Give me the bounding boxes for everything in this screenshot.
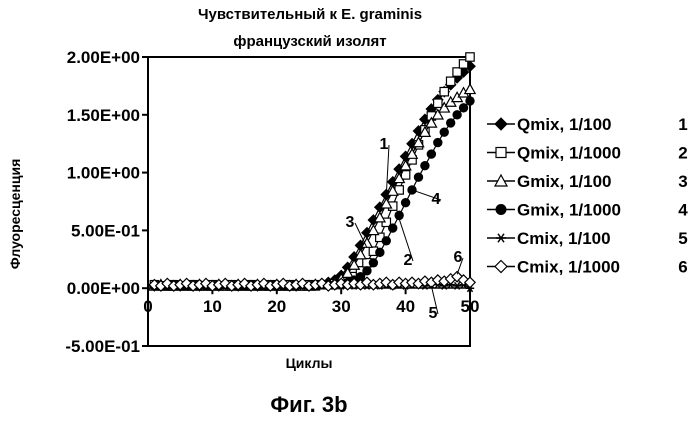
legend-number: 2 (678, 144, 687, 163)
legend-marker (496, 204, 507, 215)
data-point (382, 236, 391, 245)
y-tick-label: -5.00E-01 (65, 337, 140, 356)
curve-label-4: 4 (432, 191, 441, 208)
chart-title-line2: французский изолят (233, 33, 386, 50)
data-point (434, 99, 442, 107)
legend-item: Gmix, 1/100 3 (487, 172, 688, 191)
legend-number: 4 (678, 201, 688, 220)
figure-caption: Фиг. 3b (270, 392, 347, 417)
data-point (388, 223, 397, 232)
data-point (440, 87, 448, 95)
legend-label: Qmix, 1/100 (517, 115, 612, 134)
curve-label-5: 5 (429, 305, 438, 322)
data-point (369, 258, 378, 267)
legend-label: Cmix, 1/1000 (517, 258, 620, 277)
data-point (440, 127, 449, 136)
curve-label-3: 3 (346, 214, 355, 231)
x-axis-label: Циклы (286, 355, 333, 371)
data-point (420, 161, 429, 170)
y-tick-label: 1.50E+00 (67, 106, 140, 125)
legend-label: Qmix, 1/1000 (517, 144, 621, 163)
x-tick-label: 10 (203, 297, 222, 316)
data-point (375, 248, 384, 257)
data-point (465, 84, 475, 93)
data-point (401, 198, 410, 207)
data-point (433, 138, 442, 147)
legend-item: Cmix, 1/1000 6 (487, 258, 688, 277)
data-point (394, 211, 403, 220)
plot-frame (148, 57, 470, 346)
y-tick-label: 2.00E+00 (67, 48, 140, 67)
x-tick-label: 50 (461, 297, 480, 316)
curve-label-2: 2 (404, 252, 413, 269)
y-axis: 2.00E+00 1.50E+00 1.00E+00 5.00E-01 0.00E+00… (65, 48, 148, 356)
data-point (427, 149, 436, 158)
curve-label-1: 1 (380, 136, 389, 153)
legend-number: 5 (678, 229, 687, 248)
data-point (414, 173, 423, 182)
legend-marker (495, 118, 507, 130)
legend-marker (496, 148, 506, 158)
curve-label-6: 6 (454, 249, 463, 266)
data-point (407, 185, 416, 194)
y-tick-label: 0.00E+00 (67, 279, 140, 298)
legend-label: Gmix, 1/100 (517, 172, 612, 191)
data-point (465, 96, 474, 105)
legend-item: Qmix, 1/1000 2 (487, 144, 688, 163)
y-axis-label: Флуоресценция (7, 159, 23, 269)
legend-label: Gmix, 1/1000 (517, 201, 621, 220)
legend-label: Cmix, 1/100 (517, 229, 611, 248)
data-point (452, 110, 461, 119)
x-tick-label: 30 (332, 297, 351, 316)
x-tick-label: 0 (143, 297, 152, 316)
x-tick-label: 20 (267, 297, 286, 316)
legend-marker (496, 234, 506, 243)
legend-number: 3 (678, 172, 687, 191)
data-point (446, 77, 454, 85)
data-point (459, 103, 468, 112)
legend-item: Cmix, 1/100 5 (487, 229, 688, 248)
y-tick-label: 5.00E-01 (71, 221, 140, 240)
data-point (362, 266, 371, 275)
series-line (154, 57, 470, 286)
data-point (446, 118, 455, 127)
series-1 (149, 61, 475, 291)
chart-title-line1: Чувствительный к E. graminis (198, 6, 422, 23)
chart-figure: Чувствительный к E. graminis французский… (0, 0, 699, 421)
data-point (466, 53, 474, 61)
legend-item: Gmix, 1/1000 4 (487, 201, 688, 220)
plot-area (149, 53, 475, 292)
legend-number: 1 (678, 115, 687, 134)
x-tick-label: 40 (396, 297, 415, 316)
series-2 (150, 53, 474, 290)
legend-item: Qmix, 1/100 1 (487, 115, 688, 134)
legend: Qmix, 1/1001Qmix, 1/10002Gmix, 1/1003Gmi… (487, 115, 688, 277)
legend-number: 6 (678, 258, 687, 277)
legend-marker (495, 261, 507, 273)
y-tick-label: 1.00E+00 (67, 164, 140, 183)
data-point (453, 68, 461, 76)
